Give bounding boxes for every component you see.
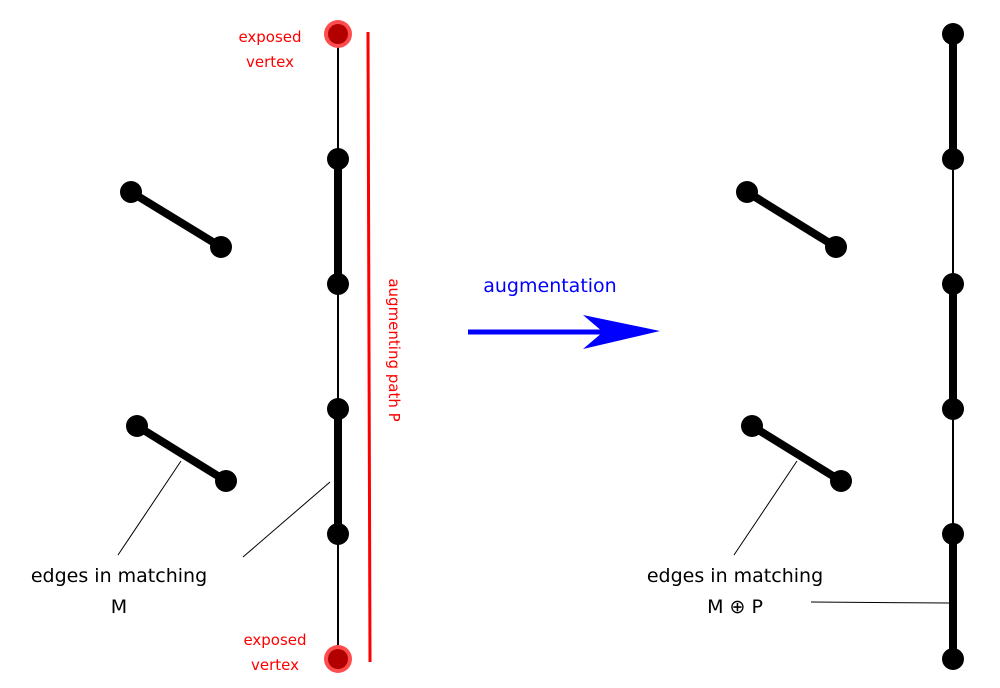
exposed-vertex-top: [324, 20, 352, 48]
matched-edge: [133, 422, 230, 485]
left-caption-2: M: [111, 596, 127, 618]
vertex: [736, 181, 758, 203]
exposed-label-top-2: vertex: [246, 53, 294, 71]
vertex: [327, 398, 349, 420]
vertex: [120, 181, 142, 203]
left-vertices: [120, 148, 349, 545]
right-graph: [743, 30, 957, 663]
vertex: [741, 415, 763, 437]
exposed-label-bottom-2: vertex: [251, 656, 299, 674]
vertex: [327, 523, 349, 545]
vertex: [942, 523, 964, 545]
matched-edge: [743, 188, 840, 251]
augmenting-path-marker: [366, 31, 372, 663]
vertex: [327, 148, 349, 170]
exposed-label-top-1: exposed: [238, 28, 301, 46]
exposed-label-bottom-1: exposed: [243, 631, 306, 649]
augmentation-arrow: [468, 315, 660, 349]
right-caption-1: edges in matching: [647, 565, 823, 587]
augmenting-path-label: augmenting path P: [385, 278, 403, 421]
vertex: [210, 236, 232, 258]
matched-edge: [748, 422, 845, 485]
exposed-labels: exposed vertex exposed vertex: [238, 28, 306, 674]
right-caption-2: M ⊕ P: [707, 596, 763, 618]
right-callouts: [733, 460, 950, 604]
vertex: [942, 148, 964, 170]
left-caption-1: edges in matching: [31, 565, 207, 587]
vertex: [327, 273, 349, 295]
left-callouts: [117, 460, 331, 558]
vertex: [830, 470, 852, 492]
vertex: [215, 470, 237, 492]
matched-edge: [127, 188, 225, 251]
vertex: [126, 415, 148, 437]
vertex: [942, 398, 964, 420]
right-vertices: [736, 23, 964, 670]
vertex: [825, 236, 847, 258]
vertex: [942, 23, 964, 45]
vertex: [942, 273, 964, 295]
left-graph: [127, 33, 342, 660]
exposed-vertex-bottom: [324, 645, 352, 673]
augmentation-label: augmentation: [483, 275, 616, 297]
vertex: [942, 648, 964, 670]
